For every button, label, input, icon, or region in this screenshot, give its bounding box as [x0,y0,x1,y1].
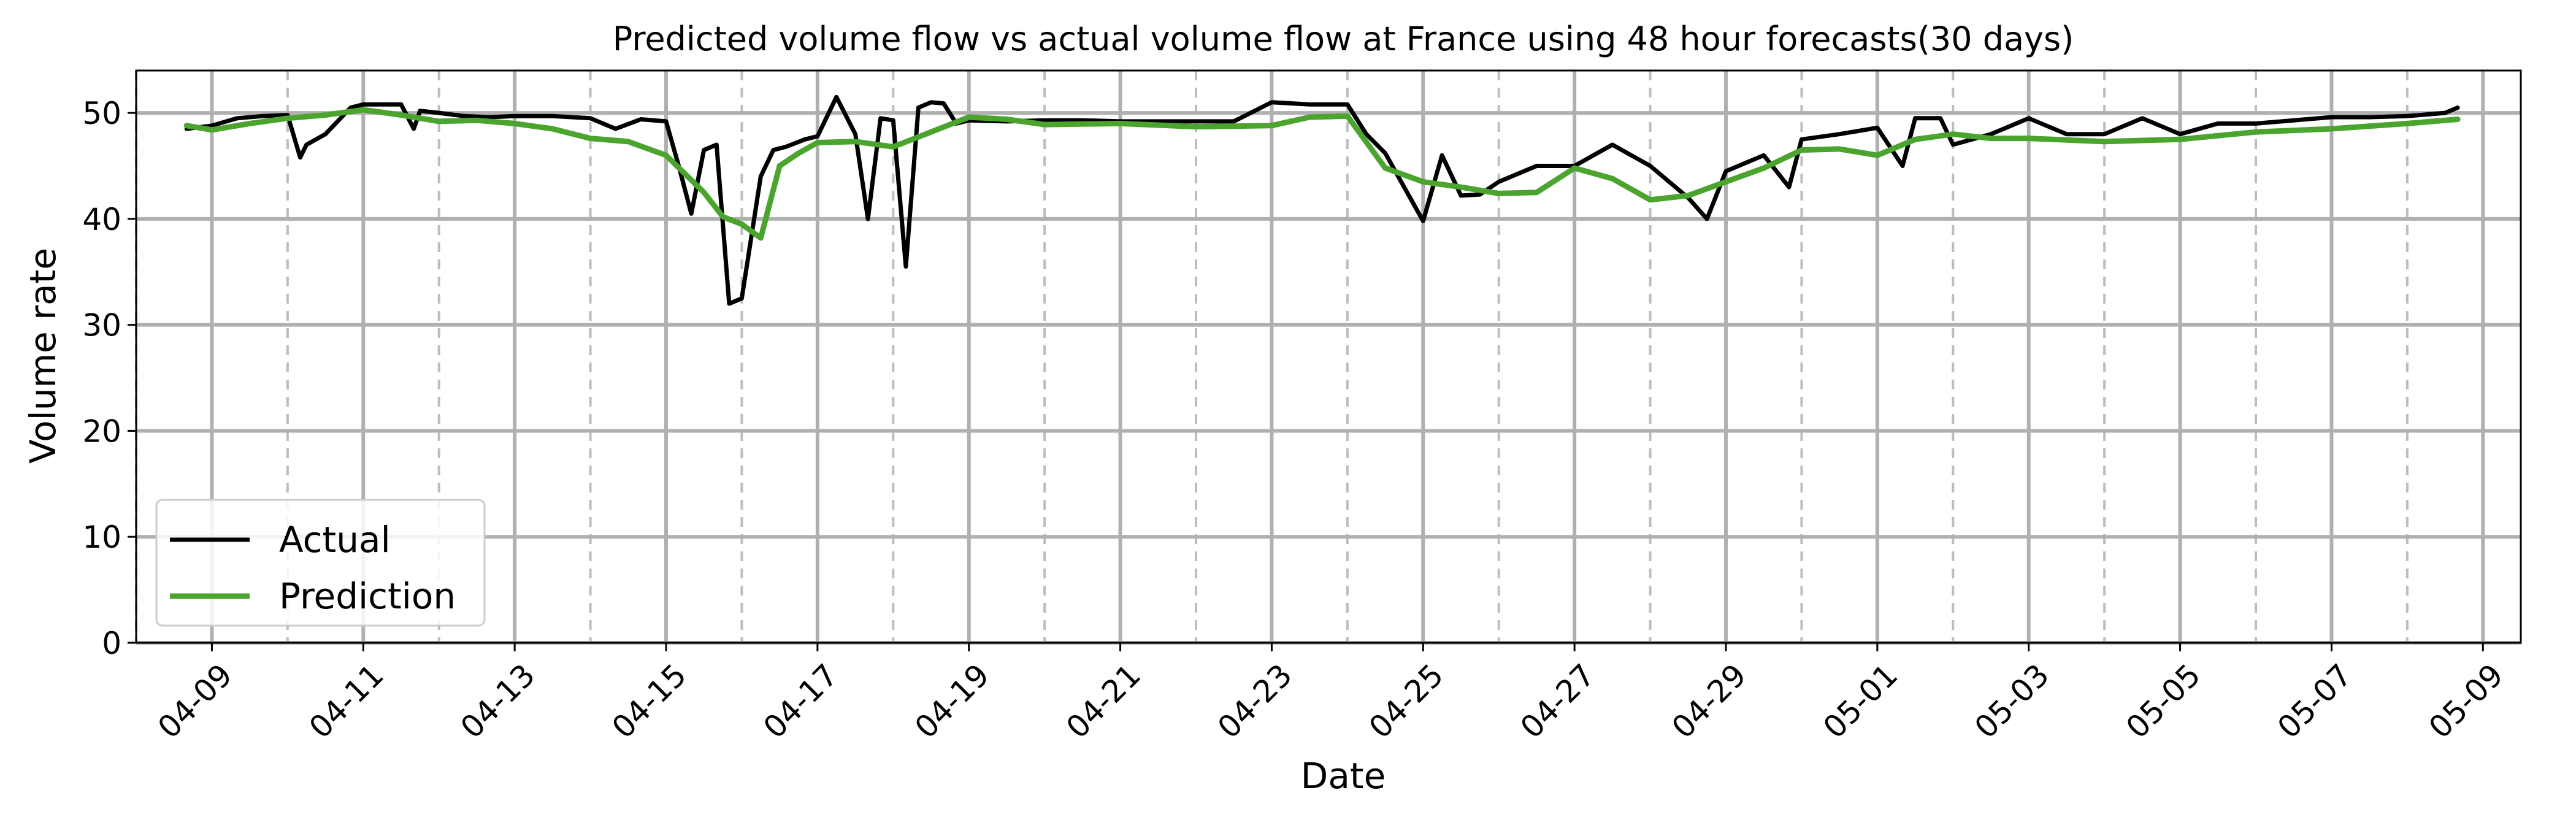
y-tick-label: 50 [82,96,121,131]
y-axis-label: Volume rate [22,248,64,464]
legend-label-prediction: Prediction [279,575,456,617]
x-axis-label: Date [1301,755,1386,797]
chart-title: Predicted volume flow vs actual volume f… [613,20,2074,58]
series-layer [183,94,2461,306]
y-tick-label: 30 [82,308,121,343]
y-tick-label: 40 [82,202,121,237]
series-line-prediction [183,107,2461,241]
legend-label-actual: Actual [279,519,391,561]
series-line-actual [184,94,2460,306]
plot-area-frame [135,69,2522,644]
y-tick-label: 20 [82,413,121,449]
y-tick-label: 10 [82,519,121,555]
legend: Actual Prediction [155,499,486,627]
y-tick-label: 0 [102,626,121,661]
